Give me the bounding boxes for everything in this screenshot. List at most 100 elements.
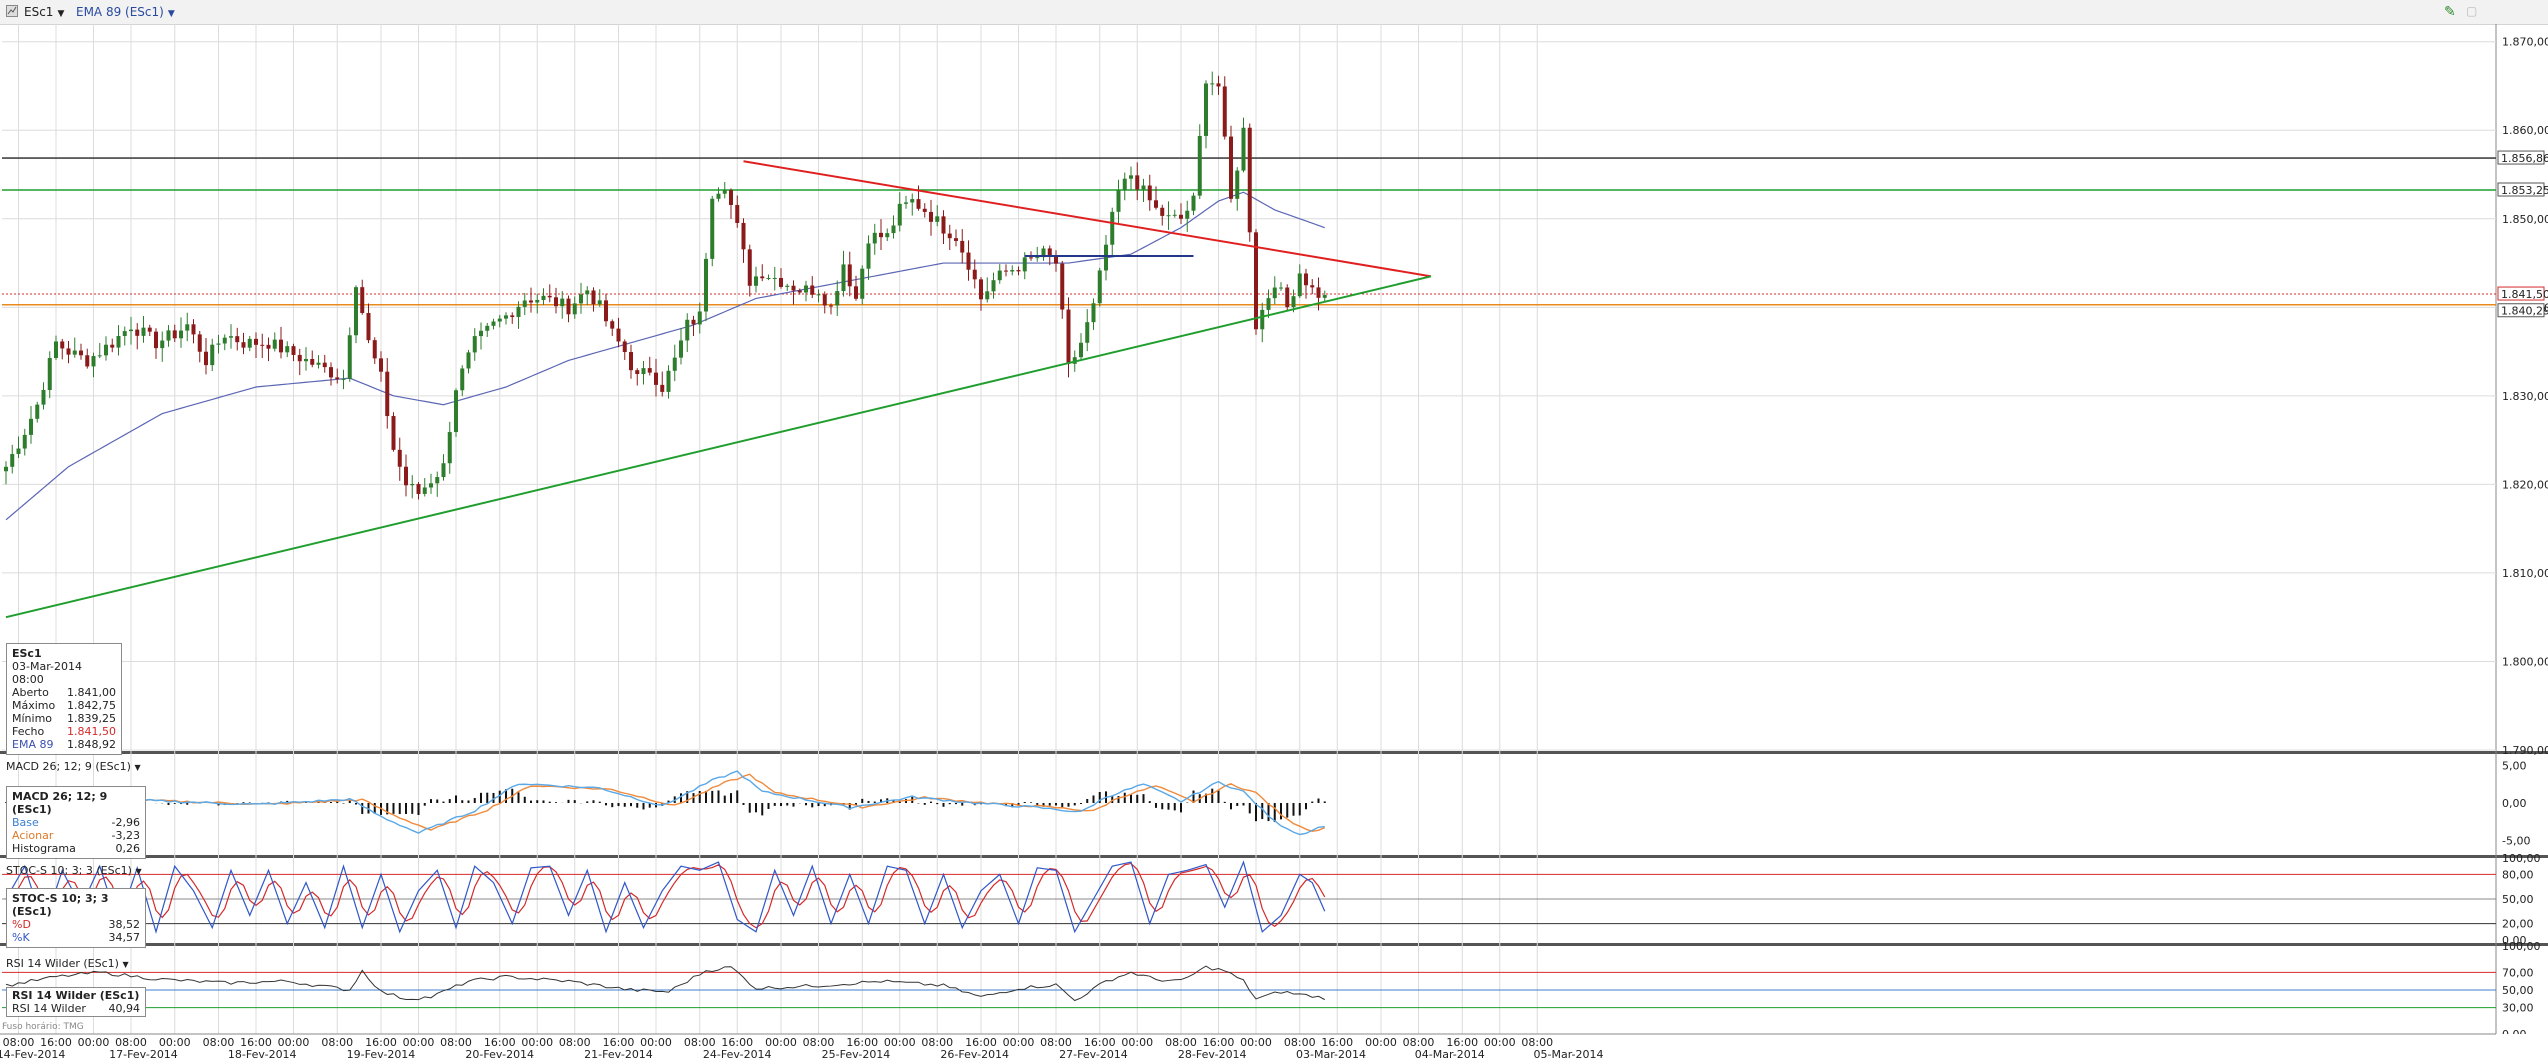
info-date: 03-Mar-2014 08:00 <box>12 660 82 686</box>
candle-body <box>291 346 296 355</box>
candle-body <box>860 268 865 299</box>
candle-body <box>616 328 621 342</box>
stoc-value: 34,57 <box>108 931 141 944</box>
candle-body <box>504 315 508 319</box>
maximize-icon[interactable]: ▢ <box>2466 4 2478 18</box>
candle-body <box>566 298 571 315</box>
candle-body <box>404 466 408 486</box>
info-value: 1.848,92 <box>67 738 116 751</box>
candle-body <box>741 222 746 250</box>
macd-row-signal: Acionar -3,23 <box>12 829 140 842</box>
candle-body <box>1141 185 1146 190</box>
candle-body <box>491 321 496 326</box>
date-tick-label: 18-Fev-2014 <box>228 1048 297 1058</box>
time-tick-label: 00:00 <box>1484 1036 1516 1049</box>
candle-body <box>1235 170 1240 199</box>
stoc-row-d: %D 38,52 <box>12 918 140 931</box>
info-value: 1.842,75 <box>67 699 116 712</box>
rsi-panel-selector[interactable]: RSI 14 Wilder (ESc1) ▼ <box>6 957 129 970</box>
candle-body <box>429 483 433 488</box>
candle-body <box>1322 295 1327 298</box>
macd-value: -3,23 <box>111 829 140 842</box>
candle-body <box>1110 211 1115 245</box>
chart-type-icon[interactable] <box>6 5 18 20</box>
candle-body <box>635 370 640 374</box>
time-tick-label: 00:00 <box>640 1036 672 1049</box>
price-tag-label: 1.841,50 <box>2501 288 2548 301</box>
info-value: 1.841,00 <box>67 686 116 699</box>
candle-body <box>1185 210 1190 219</box>
candle-body <box>510 315 515 318</box>
candle-body <box>197 334 202 352</box>
time-axis-background <box>0 1034 2548 1058</box>
candle-body <box>610 321 615 329</box>
indicator-selector[interactable]: EMA 89 (ESc1) ▼ <box>76 5 175 19</box>
macd-base-line <box>5 770 1325 836</box>
candle-body <box>1091 303 1096 323</box>
candle-body <box>10 454 15 467</box>
candle-body <box>141 327 146 336</box>
stoc-label: %D <box>12 918 31 931</box>
macd-title: MACD 26; 12; 9 (ESc1) <box>6 760 131 773</box>
y-tick-label: 1.850,00 <box>2502 213 2548 226</box>
trendline <box>5 275 1432 619</box>
candle-body <box>1004 270 1008 272</box>
date-tick-label: 26-Fev-2014 <box>940 1048 1009 1058</box>
symbol-selector[interactable]: ESc1 ▼ <box>24 5 64 19</box>
candle-body <box>241 342 246 348</box>
info-label: Fecho <box>12 725 45 738</box>
candle-body <box>354 287 358 336</box>
date-tick-label: 03-Mar-2014 <box>1296 1048 1366 1058</box>
stoc-panel-selector[interactable]: STOC-S 10; 3; 3 (ESc1) ▼ <box>6 864 142 877</box>
time-tick-label: 00:00 <box>521 1036 553 1049</box>
date-tick-label: 21-Fev-2014 <box>584 1048 653 1058</box>
candle-body <box>22 434 27 449</box>
stoc-d-line <box>5 862 1326 929</box>
candle-body <box>391 416 396 450</box>
time-tick-label: 16:00 <box>1321 1036 1353 1049</box>
stoc-tick-label: 0,00 <box>2502 934 2527 947</box>
chevron-down-icon: ▼ <box>167 9 175 19</box>
time-tick-label: 16:00 <box>603 1036 635 1049</box>
candle-body <box>316 362 321 365</box>
candle-body <box>1085 322 1090 343</box>
chevron-down-icon: ▼ <box>134 763 141 772</box>
candle-body <box>972 269 977 280</box>
time-tick-label: 16:00 <box>846 1036 878 1049</box>
candle-body <box>816 294 821 296</box>
pin-icon[interactable]: ✎ <box>2444 4 2456 20</box>
candle-body <box>1160 207 1165 216</box>
rsi-value: 40,94 <box>108 1002 141 1015</box>
macd-value: 0,26 <box>115 842 141 855</box>
candle-body <box>1191 195 1196 211</box>
time-tick-label: 16:00 <box>365 1036 397 1049</box>
info-value: 1.839,25 <box>67 712 116 725</box>
candle-body <box>135 329 140 336</box>
candle-body <box>16 448 21 455</box>
symbol-label: ESc1 <box>24 5 54 19</box>
info-row-low: Mínimo 1.839,25 <box>12 712 116 725</box>
ema-89-line <box>5 191 1325 521</box>
candle-body <box>922 208 927 212</box>
candle-body <box>497 318 502 322</box>
candle-body <box>1304 273 1308 286</box>
candle-body <box>1291 296 1296 308</box>
candle-body <box>585 290 590 295</box>
candle-body <box>835 291 840 306</box>
time-tick-label: 16:00 <box>40 1036 72 1049</box>
ohlc-info-box: ESc1 03-Mar-2014 08:00 Aberto 1.841,00 Má… <box>6 643 122 755</box>
candle-body <box>797 290 802 293</box>
candle-body <box>897 203 902 226</box>
time-tick-label: 00:00 <box>403 1036 435 1049</box>
macd-panel-selector[interactable]: MACD 26; 12; 9 (ESc1) ▼ <box>6 760 141 773</box>
candle-body <box>260 344 265 346</box>
candle-body <box>591 290 596 305</box>
candle-body <box>366 312 371 341</box>
candle-body <box>516 306 521 318</box>
candle-body <box>166 330 171 341</box>
candle-body <box>954 238 958 241</box>
date-tick-label: 20-Fev-2014 <box>465 1048 534 1058</box>
candle-body <box>622 341 627 353</box>
time-tick-label: 16:00 <box>1203 1036 1235 1049</box>
